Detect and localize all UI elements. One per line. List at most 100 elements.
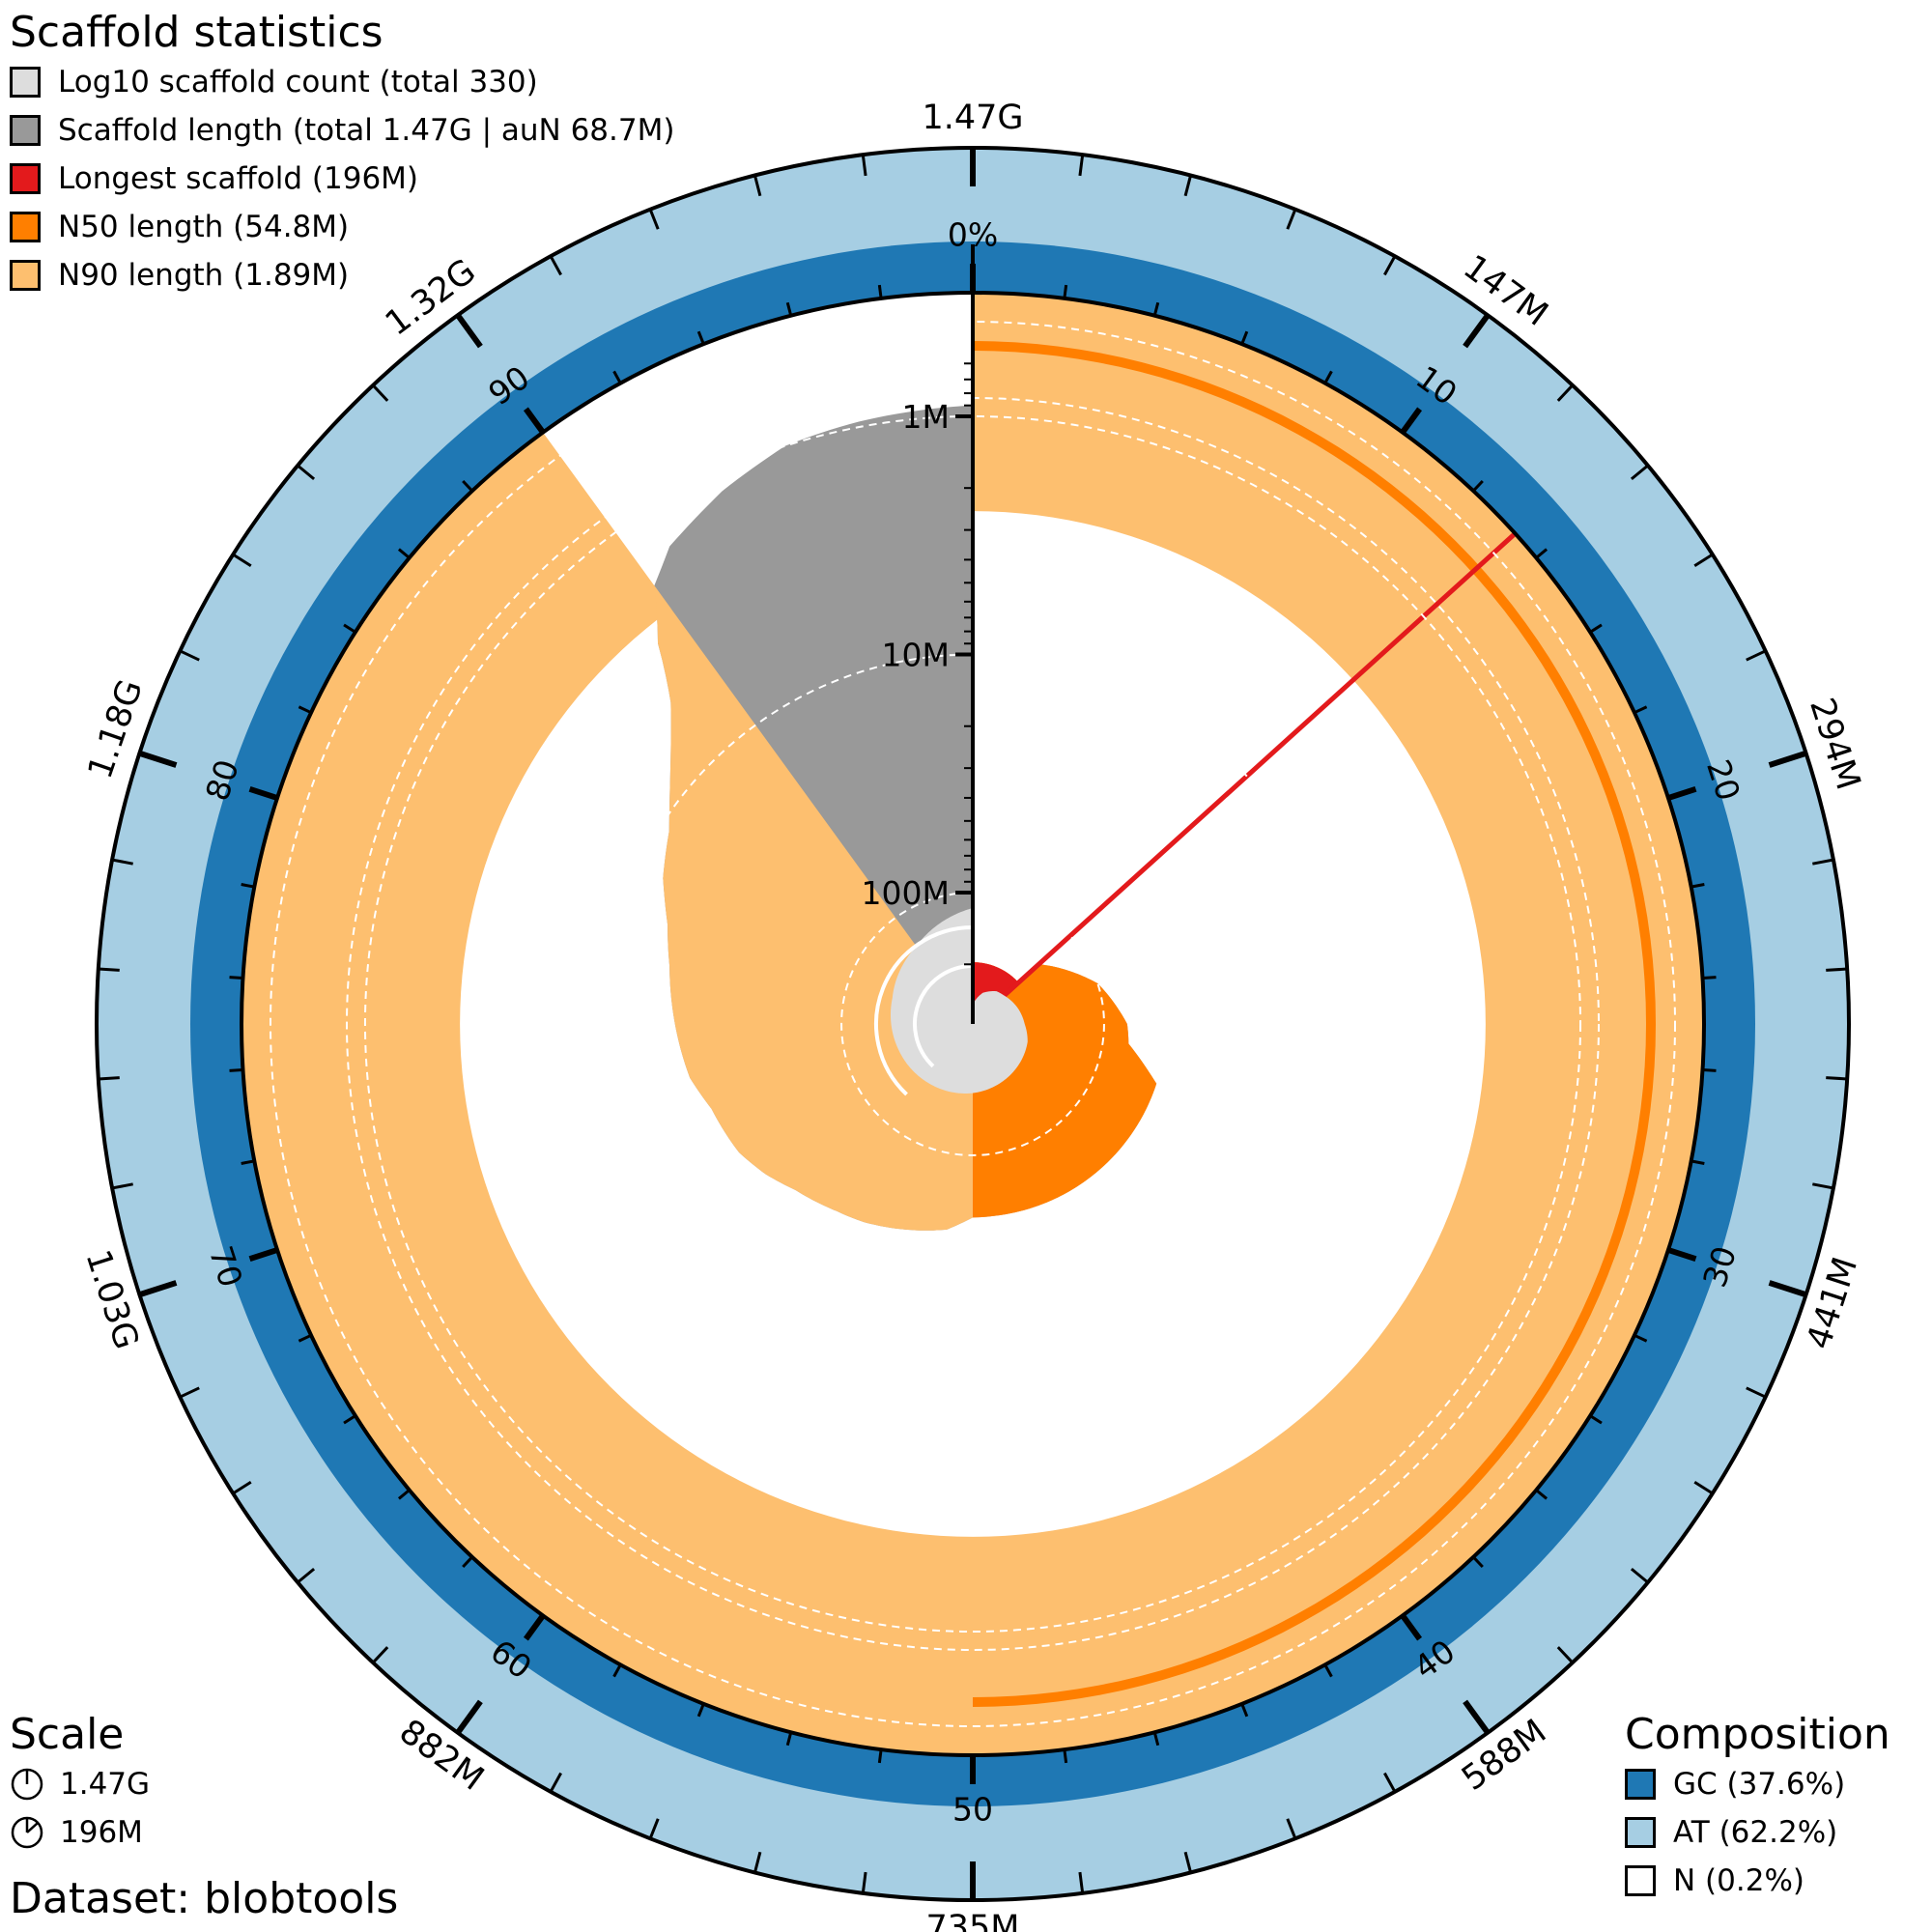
length-major-tick bbox=[1768, 1280, 1807, 1298]
length-minor-tick bbox=[1286, 1818, 1297, 1839]
length-minor-tick bbox=[648, 1818, 660, 1839]
legend-swatch bbox=[10, 163, 41, 194]
percent-major-tick bbox=[1667, 785, 1697, 801]
percent-minor-tick bbox=[343, 623, 356, 634]
percent-minor-tick bbox=[343, 1414, 356, 1425]
length-minor-tick bbox=[1812, 1182, 1834, 1190]
length-minor-tick bbox=[372, 384, 389, 402]
percent-major-tick bbox=[248, 785, 278, 801]
percent-major-tick bbox=[1667, 1247, 1697, 1263]
legend-label: Scaffold length (total 1.47G | auN 68.7M… bbox=[58, 113, 675, 148]
radial-tick-label: 100M bbox=[862, 874, 950, 912]
percent-major-tick bbox=[523, 1613, 546, 1641]
radial-gridline bbox=[840, 892, 1105, 1156]
legend-label: AT (62.2%) bbox=[1673, 1815, 1838, 1850]
percent-minor-tick bbox=[1152, 301, 1160, 317]
scale-label: 1.47G bbox=[60, 1767, 151, 1802]
length-minor-tick bbox=[111, 858, 133, 866]
log10-count-series bbox=[873, 908, 1028, 1096]
length-minor-tick bbox=[861, 154, 867, 177]
percent-minor-tick bbox=[241, 883, 255, 889]
percent-major-tick bbox=[523, 407, 546, 435]
legend-item-longest: Longest scaffold (196M) bbox=[10, 155, 674, 203]
radial-tick-label: 10M bbox=[882, 637, 950, 674]
percent-minor-tick bbox=[1063, 1748, 1068, 1764]
length-minor-tick bbox=[372, 1646, 389, 1664]
radial-gridline bbox=[363, 414, 1582, 1634]
percent-minor-tick bbox=[229, 976, 243, 980]
longest-line bbox=[971, 531, 1518, 1026]
composition-title: Composition bbox=[1625, 1710, 1890, 1759]
percent-minor-tick bbox=[1240, 330, 1249, 345]
legend-item-n90: N90 length (1.89M) bbox=[10, 251, 674, 299]
percent-minor-tick bbox=[1472, 1555, 1484, 1569]
legend-swatch bbox=[1625, 1817, 1656, 1848]
legend-label: GC (37.6%) bbox=[1673, 1767, 1846, 1802]
percent-minor-tick bbox=[397, 1489, 411, 1500]
percent-minor-tick bbox=[229, 1068, 243, 1072]
scale-item: 1.47G bbox=[10, 1760, 150, 1808]
scale-legend: Scale 1.47G 196M bbox=[10, 1710, 150, 1857]
length-minor-tick bbox=[98, 967, 120, 972]
length-minor-tick bbox=[1183, 1851, 1193, 1873]
length-major-tick bbox=[455, 1699, 483, 1735]
length-minor-tick bbox=[549, 1772, 562, 1793]
percent-minor-tick bbox=[1063, 284, 1068, 299]
percent-minor-tick bbox=[1535, 548, 1548, 559]
percent-minor-tick bbox=[877, 1748, 883, 1764]
legend-swatch bbox=[10, 260, 41, 291]
percent-minor-tick bbox=[1323, 1663, 1333, 1678]
legend-label: N90 length (1.89M) bbox=[58, 258, 350, 293]
length-minor-tick bbox=[1078, 1871, 1085, 1894]
legend-item-n50: N50 length (54.8M) bbox=[10, 203, 674, 251]
length-minor-tick bbox=[861, 1871, 867, 1894]
length-minor-tick bbox=[111, 1182, 133, 1190]
length-tick-label: 735M bbox=[925, 1909, 1019, 1932]
log10-count-area bbox=[890, 908, 1028, 1094]
length-minor-tick bbox=[1746, 649, 1767, 662]
radial-axis: 1M 10M 100M bbox=[862, 244, 975, 1024]
percent-minor-tick bbox=[397, 548, 411, 559]
length-minor-tick bbox=[753, 1851, 762, 1873]
legend-swatch bbox=[1625, 1769, 1656, 1800]
percent-major-tick bbox=[248, 1247, 278, 1263]
scale-title: Scale bbox=[10, 1710, 125, 1759]
legend-swatch bbox=[10, 67, 41, 98]
composition-legend-item: GC (37.6%) bbox=[1625, 1760, 1890, 1808]
length-minor-tick bbox=[549, 255, 562, 276]
percent-major-tick bbox=[1400, 407, 1423, 435]
percent-major-tick bbox=[1400, 1613, 1423, 1641]
length-minor-tick bbox=[1826, 1076, 1848, 1081]
count-gridline bbox=[913, 964, 974, 1068]
scale-item: 196M bbox=[10, 1808, 150, 1857]
percent-minor-tick bbox=[298, 1333, 312, 1343]
percent-minor-tick bbox=[785, 301, 793, 317]
percent-minor-tick bbox=[1634, 705, 1648, 715]
legend-label: Log10 scaffold count (total 330) bbox=[58, 65, 538, 99]
length-minor-tick bbox=[297, 1567, 316, 1584]
composition-legend: Composition GC (37.6%) AT (62.2%) N (0.2%) bbox=[1625, 1710, 1890, 1905]
length-minor-tick bbox=[179, 649, 200, 662]
length-minor-tick bbox=[98, 1076, 120, 1081]
percent-minor-tick bbox=[462, 1555, 473, 1569]
length-minor-tick bbox=[1383, 255, 1397, 276]
percent-minor-tick bbox=[298, 705, 312, 715]
radial-gridline bbox=[270, 321, 1676, 1727]
scale-clock-icon bbox=[11, 1816, 43, 1849]
length-major-tick bbox=[455, 313, 483, 349]
legend-item-length: Scaffold length (total 1.47G | auN 68.7M… bbox=[10, 106, 674, 155]
percent-minor-tick bbox=[696, 330, 705, 345]
percent-minor-tick bbox=[1690, 1159, 1705, 1165]
legend-swatch bbox=[10, 115, 41, 146]
percent-minor-tick bbox=[1472, 479, 1484, 493]
percent-minor-tick bbox=[1690, 883, 1705, 889]
length-major-tick bbox=[1463, 313, 1491, 349]
percent-minor-tick bbox=[1240, 1703, 1249, 1718]
length-minor-tick bbox=[1630, 1567, 1649, 1584]
legend-swatch bbox=[10, 212, 41, 242]
percent-minor-tick bbox=[1152, 1731, 1160, 1747]
length-minor-tick bbox=[1693, 553, 1714, 568]
length-minor-tick bbox=[1693, 1480, 1714, 1495]
scale-label: 196M bbox=[60, 1815, 143, 1850]
percent-minor-tick bbox=[1702, 1068, 1717, 1072]
